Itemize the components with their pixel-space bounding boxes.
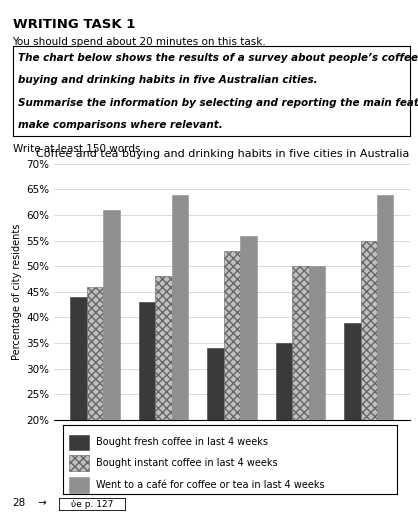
Bar <box>377 195 393 512</box>
FancyBboxPatch shape <box>69 435 89 450</box>
Text: The chart below shows the results of a survey about people’s coffee and tea: The chart below shows the results of a s… <box>18 53 418 63</box>
FancyBboxPatch shape <box>69 455 89 471</box>
Bar <box>155 276 172 512</box>
Bar <box>103 210 120 512</box>
Bar <box>308 266 325 512</box>
Bar <box>361 241 377 512</box>
Bar <box>139 302 155 512</box>
Bar <box>276 343 292 512</box>
Bar <box>344 323 361 512</box>
Bar <box>71 297 87 512</box>
Text: Bought fresh coffee in last 4 weeks: Bought fresh coffee in last 4 weeks <box>96 437 268 447</box>
Bar <box>172 195 188 512</box>
Bar <box>292 266 308 512</box>
Text: Went to a café for coffee or tea in last 4 weeks: Went to a café for coffee or tea in last… <box>96 480 325 490</box>
FancyBboxPatch shape <box>69 478 89 493</box>
Text: buying and drinking habits in five Australian cities.: buying and drinking habits in five Austr… <box>18 75 318 85</box>
Text: WRITING TASK 1: WRITING TASK 1 <box>13 18 135 31</box>
Text: Coffee and tea buying and drinking habits in five cities in Australia: Coffee and tea buying and drinking habit… <box>36 149 410 159</box>
Bar <box>207 348 224 512</box>
Y-axis label: Percentage of city residents: Percentage of city residents <box>12 224 22 360</box>
Text: make comparisons where relevant.: make comparisons where relevant. <box>18 120 223 130</box>
Text: You should spend about 20 minutes on this task.: You should spend about 20 minutes on thi… <box>13 37 266 48</box>
Text: Summarise the information by selecting and reporting the main features, and: Summarise the information by selecting a… <box>18 98 418 108</box>
Bar <box>87 287 103 512</box>
Text: 28: 28 <box>13 498 26 508</box>
Bar <box>224 251 240 512</box>
Text: Bought instant coffee in last 4 weeks: Bought instant coffee in last 4 weeks <box>96 458 278 468</box>
Text: →: → <box>38 498 46 508</box>
Text: ὐe p. 127: ὐe p. 127 <box>71 500 113 508</box>
Text: Write at least 150 words.: Write at least 150 words. <box>13 144 143 155</box>
Bar <box>240 236 257 512</box>
